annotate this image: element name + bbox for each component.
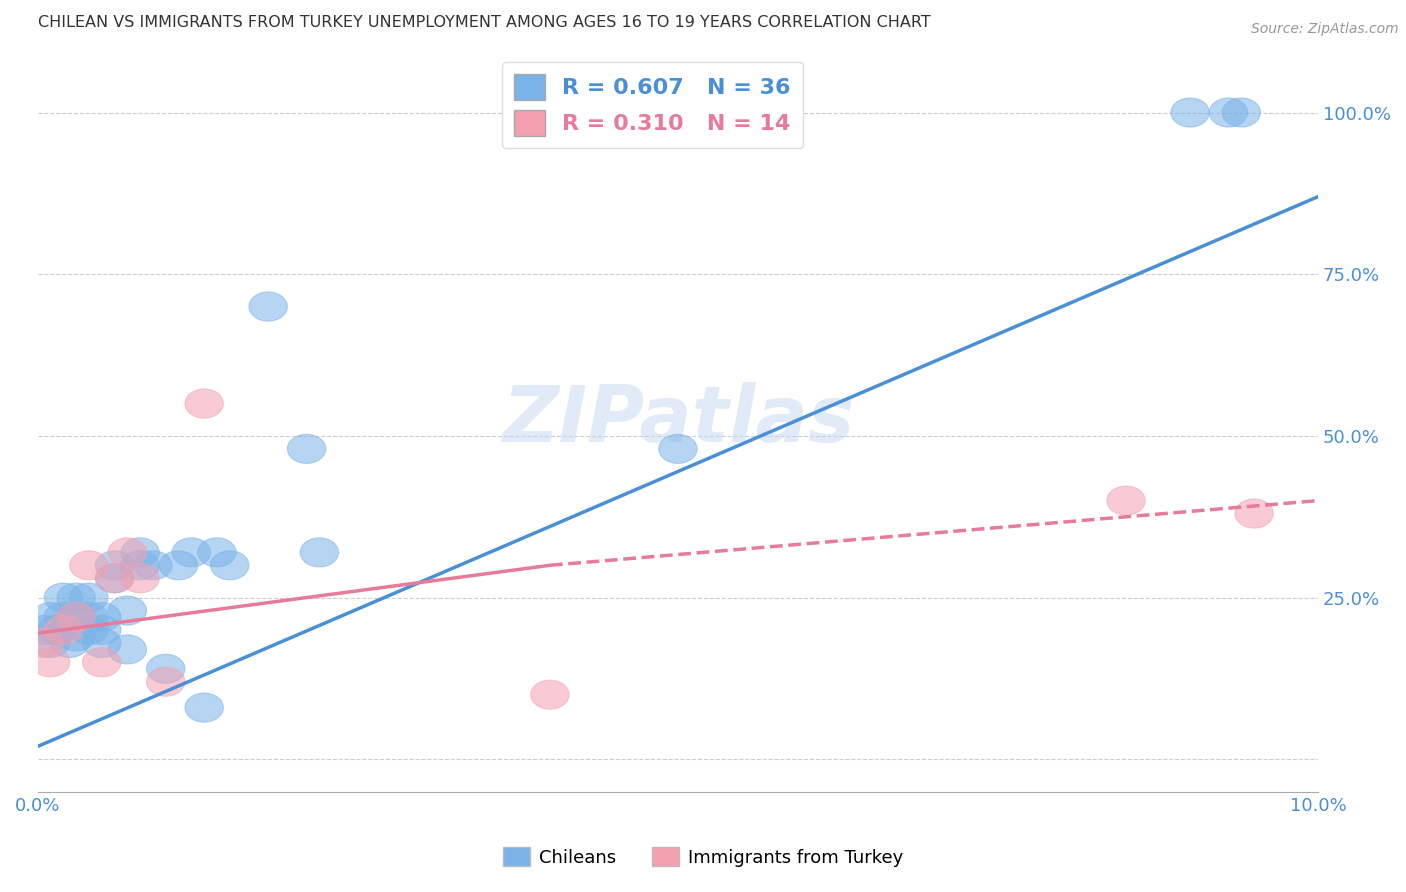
Text: Source: ZipAtlas.com: Source: ZipAtlas.com	[1251, 22, 1399, 37]
Ellipse shape	[108, 596, 146, 625]
Ellipse shape	[1107, 486, 1146, 516]
Ellipse shape	[211, 550, 249, 580]
Ellipse shape	[172, 538, 211, 567]
Ellipse shape	[658, 434, 697, 464]
Ellipse shape	[70, 602, 108, 632]
Ellipse shape	[1222, 98, 1261, 127]
Ellipse shape	[198, 538, 236, 567]
Ellipse shape	[83, 602, 121, 632]
Ellipse shape	[121, 538, 159, 567]
Ellipse shape	[159, 550, 198, 580]
Ellipse shape	[96, 550, 134, 580]
Ellipse shape	[70, 583, 108, 612]
Ellipse shape	[108, 538, 146, 567]
Ellipse shape	[44, 583, 83, 612]
Ellipse shape	[70, 615, 108, 645]
Ellipse shape	[83, 648, 121, 677]
Ellipse shape	[146, 667, 186, 697]
Ellipse shape	[31, 628, 70, 657]
Legend: Chileans, Immigrants from Turkey: Chileans, Immigrants from Turkey	[495, 840, 911, 874]
Ellipse shape	[44, 615, 83, 645]
Ellipse shape	[121, 564, 159, 593]
Ellipse shape	[83, 615, 121, 645]
Legend: R = 0.607   N = 36, R = 0.310   N = 14: R = 0.607 N = 36, R = 0.310 N = 14	[502, 62, 803, 148]
Ellipse shape	[186, 693, 224, 723]
Ellipse shape	[31, 602, 70, 632]
Ellipse shape	[44, 602, 83, 632]
Ellipse shape	[1209, 98, 1247, 127]
Ellipse shape	[108, 635, 146, 664]
Ellipse shape	[25, 628, 63, 657]
Ellipse shape	[56, 602, 96, 632]
Ellipse shape	[96, 564, 134, 593]
Ellipse shape	[83, 628, 121, 657]
Ellipse shape	[299, 538, 339, 567]
Ellipse shape	[1171, 98, 1209, 127]
Ellipse shape	[38, 615, 76, 645]
Ellipse shape	[530, 680, 569, 709]
Ellipse shape	[25, 615, 63, 645]
Ellipse shape	[51, 628, 89, 657]
Ellipse shape	[287, 434, 326, 464]
Ellipse shape	[96, 564, 134, 593]
Ellipse shape	[56, 583, 96, 612]
Ellipse shape	[121, 550, 159, 580]
Text: ZIPatlas: ZIPatlas	[502, 382, 853, 458]
Ellipse shape	[56, 622, 96, 651]
Ellipse shape	[1234, 499, 1274, 528]
Ellipse shape	[249, 292, 287, 321]
Ellipse shape	[186, 389, 224, 418]
Ellipse shape	[31, 648, 70, 677]
Text: CHILEAN VS IMMIGRANTS FROM TURKEY UNEMPLOYMENT AMONG AGES 16 TO 19 YEARS CORRELA: CHILEAN VS IMMIGRANTS FROM TURKEY UNEMPL…	[38, 15, 931, 30]
Ellipse shape	[146, 654, 186, 683]
Ellipse shape	[56, 602, 96, 632]
Ellipse shape	[70, 550, 108, 580]
Ellipse shape	[134, 550, 172, 580]
